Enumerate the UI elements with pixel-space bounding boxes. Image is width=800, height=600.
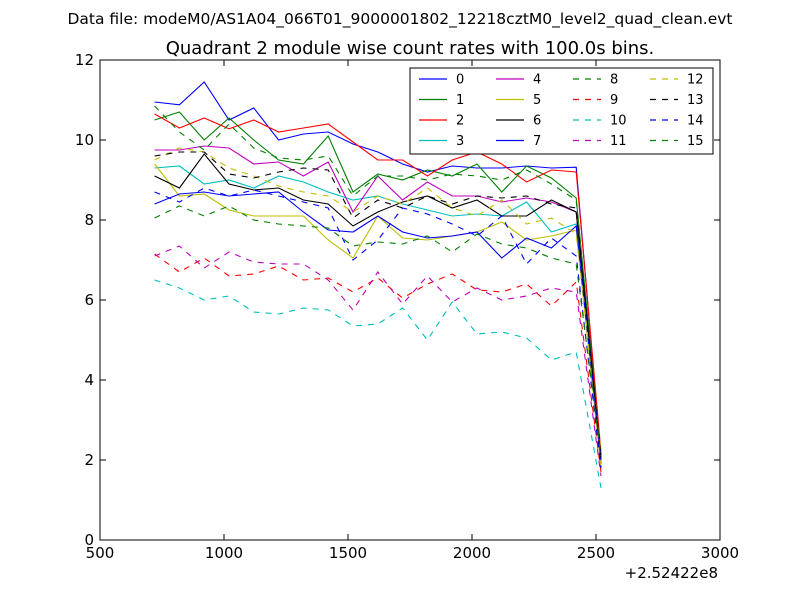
suptitle: Data file: modeM0/AS1A04_066T01_90000018… (67, 10, 732, 29)
legend-label-13: 13 (687, 93, 704, 108)
chart-title: Quadrant 2 module wise count rates with … (166, 38, 655, 59)
series-line-14 (154, 187, 602, 469)
series-line-3 (154, 165, 602, 461)
series-line-8 (154, 105, 602, 461)
legend-label-11: 11 (610, 134, 627, 149)
y-tick-label: 0 (84, 531, 94, 549)
y-tick-label: 4 (84, 371, 94, 389)
legend-label-0: 0 (456, 73, 464, 88)
series-line-7 (154, 191, 602, 461)
series-line-12 (154, 147, 602, 453)
x-offset-label: +2.52422e8 (625, 564, 718, 582)
legend-label-12: 12 (687, 73, 704, 88)
x-tick-label: 2000 (453, 544, 491, 562)
x-tick-label: 2500 (577, 544, 615, 562)
legend-label-4: 4 (533, 73, 541, 88)
x-tick-label: 500 (86, 544, 115, 562)
legend-label-1: 1 (456, 93, 464, 108)
y-tick-label: 10 (75, 131, 94, 149)
series-line-13 (154, 151, 602, 461)
legend-label-2: 2 (456, 114, 464, 129)
legend-label-15: 15 (687, 134, 704, 149)
legend-label-8: 8 (610, 73, 618, 88)
y-tick-label: 12 (75, 51, 94, 69)
series-line-2 (154, 113, 602, 453)
series-line-15 (154, 205, 602, 457)
legend-label-5: 5 (533, 93, 541, 108)
legend-label-14: 14 (687, 114, 704, 129)
y-tick-label: 8 (84, 211, 94, 229)
series-line-11 (154, 245, 602, 477)
y-tick-label: 6 (84, 291, 94, 309)
series-line-5 (154, 163, 602, 469)
legend-frame (409, 67, 714, 155)
x-tick-label: 3000 (701, 544, 739, 562)
legend-label-7: 7 (533, 134, 541, 149)
x-tick-label: 1500 (329, 544, 367, 562)
legend-label-9: 9 (610, 93, 618, 108)
series-layer (154, 81, 602, 489)
legend-label-3: 3 (456, 134, 464, 149)
legend-label-6: 6 (533, 114, 541, 129)
series-line-10 (154, 279, 602, 489)
series-line-9 (154, 253, 602, 473)
x-tick-label: 1000 (205, 544, 243, 562)
legend-label-10: 10 (610, 114, 627, 129)
series-line-6 (154, 153, 602, 457)
series-line-1 (154, 111, 602, 457)
y-tick-label: 2 (84, 451, 94, 469)
